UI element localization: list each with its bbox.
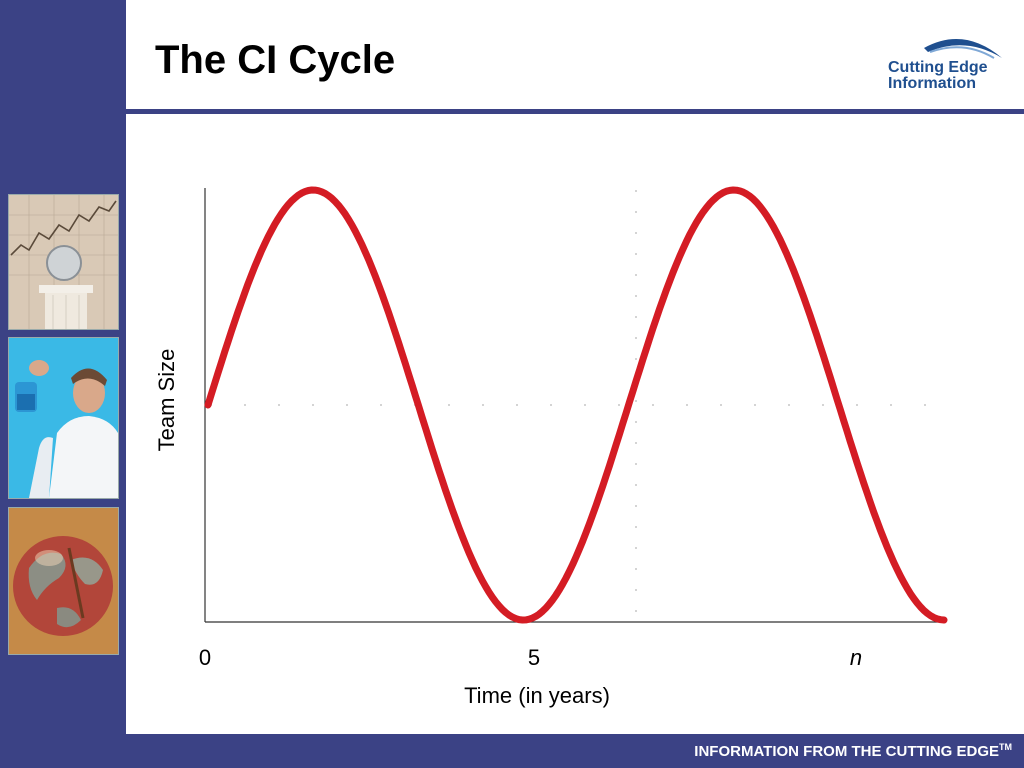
series-line-team-size — [204, 186, 948, 624]
x-axis-label: Time (in years) — [464, 683, 610, 708]
x-tick-label-n: n — [850, 645, 862, 670]
x-tick-label-5: 5 — [528, 645, 540, 670]
chart-gridlines — [210, 190, 944, 620]
footer-tagline: INFORMATION FROM THE CUTTING EDGETM — [694, 742, 1012, 760]
logo-swoosh — [924, 39, 1002, 58]
title-divider — [126, 109, 1024, 114]
stock-chart-coin-column-photo — [8, 194, 119, 330]
scientist-with-beaker-photo — [8, 337, 119, 499]
slide-title: The CI Cycle — [155, 38, 396, 82]
trademark-mark: TM — [999, 742, 1012, 752]
company-logo: Cutting Edge Information — [888, 39, 1002, 92]
footer-tagline-text: INFORMATION FROM THE CUTTING EDGE — [694, 743, 999, 760]
y-axis-label: Team Size — [154, 349, 179, 452]
globe-photo — [8, 507, 119, 655]
logo-line-1: Cutting Edge — [888, 59, 988, 76]
x-tick-label-0: 0 — [199, 645, 211, 670]
logo-line-2: Information — [888, 75, 976, 92]
footer-band — [126, 734, 1024, 768]
